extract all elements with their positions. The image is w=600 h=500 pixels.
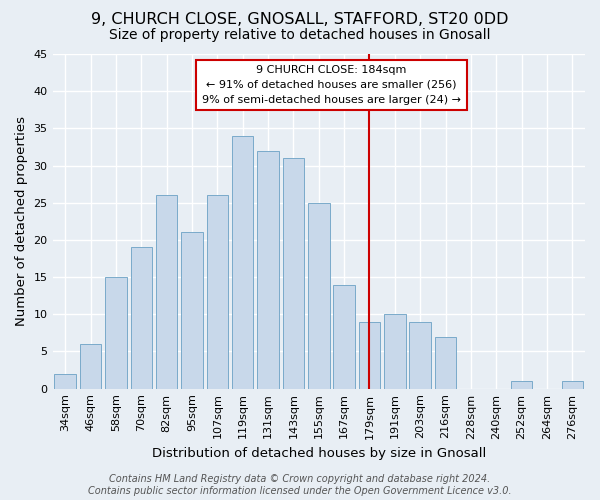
Bar	[409, 322, 431, 388]
Bar	[257, 150, 279, 388]
Bar	[105, 277, 127, 388]
Bar	[334, 284, 355, 389]
Text: 9, CHURCH CLOSE, GNOSALL, STAFFORD, ST20 0DD: 9, CHURCH CLOSE, GNOSALL, STAFFORD, ST20…	[91, 12, 509, 28]
Bar	[131, 248, 152, 388]
Bar	[435, 336, 457, 388]
Bar	[384, 314, 406, 388]
Bar	[232, 136, 253, 388]
Bar	[55, 374, 76, 388]
Text: Contains HM Land Registry data © Crown copyright and database right 2024.
Contai: Contains HM Land Registry data © Crown c…	[88, 474, 512, 496]
Bar	[80, 344, 101, 389]
Bar	[511, 381, 532, 388]
Text: 9 CHURCH CLOSE: 184sqm
← 91% of detached houses are smaller (256)
9% of semi-det: 9 CHURCH CLOSE: 184sqm ← 91% of detached…	[202, 65, 461, 105]
Text: Size of property relative to detached houses in Gnosall: Size of property relative to detached ho…	[109, 28, 491, 42]
Bar	[181, 232, 203, 388]
Bar	[359, 322, 380, 388]
Y-axis label: Number of detached properties: Number of detached properties	[15, 116, 28, 326]
Bar	[562, 381, 583, 388]
Bar	[156, 196, 178, 388]
Bar	[308, 202, 329, 388]
Bar	[206, 196, 228, 388]
X-axis label: Distribution of detached houses by size in Gnosall: Distribution of detached houses by size …	[152, 447, 486, 460]
Bar	[283, 158, 304, 388]
